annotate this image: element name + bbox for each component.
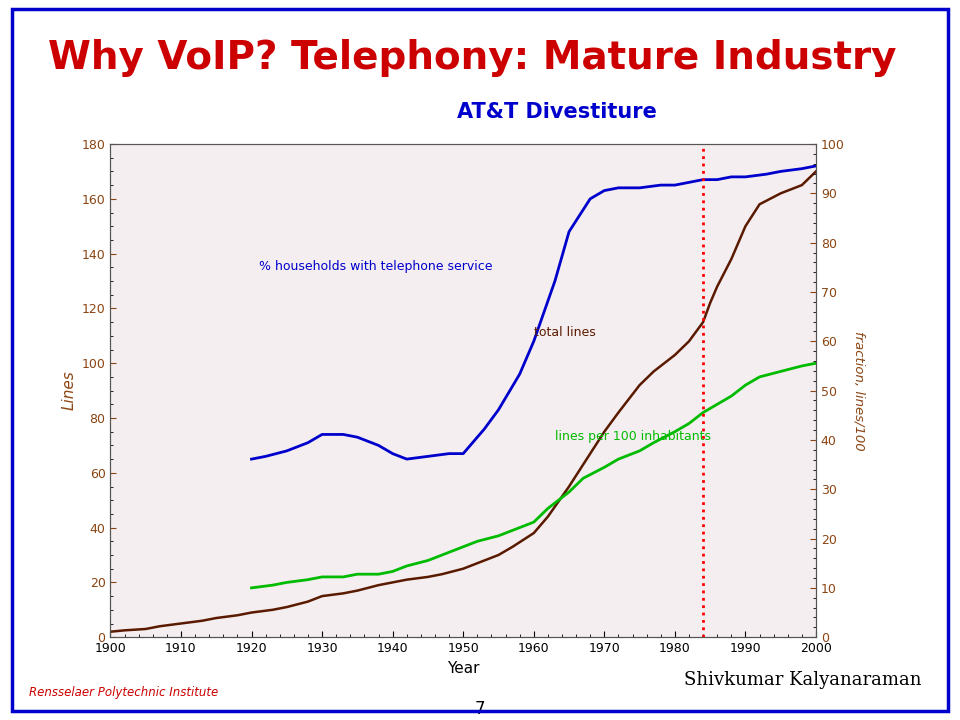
Text: total lines: total lines	[534, 325, 595, 339]
Y-axis label: Lines: Lines	[61, 371, 76, 410]
Text: lines per 100 inhabitants: lines per 100 inhabitants	[555, 430, 711, 443]
Text: Shivkumar Kalyanaraman: Shivkumar Kalyanaraman	[684, 671, 922, 690]
Text: % households with telephone service: % households with telephone service	[258, 260, 492, 273]
X-axis label: Year: Year	[447, 661, 479, 675]
Text: AT&T Divestiture: AT&T Divestiture	[457, 102, 657, 122]
Y-axis label: fraction, lines/100: fraction, lines/100	[852, 330, 866, 451]
Text: Rensselaer Polytechnic Institute: Rensselaer Polytechnic Institute	[29, 686, 218, 699]
Text: Why VoIP? Telephony: Mature Industry: Why VoIP? Telephony: Mature Industry	[48, 39, 897, 76]
Text: 7: 7	[475, 700, 485, 719]
